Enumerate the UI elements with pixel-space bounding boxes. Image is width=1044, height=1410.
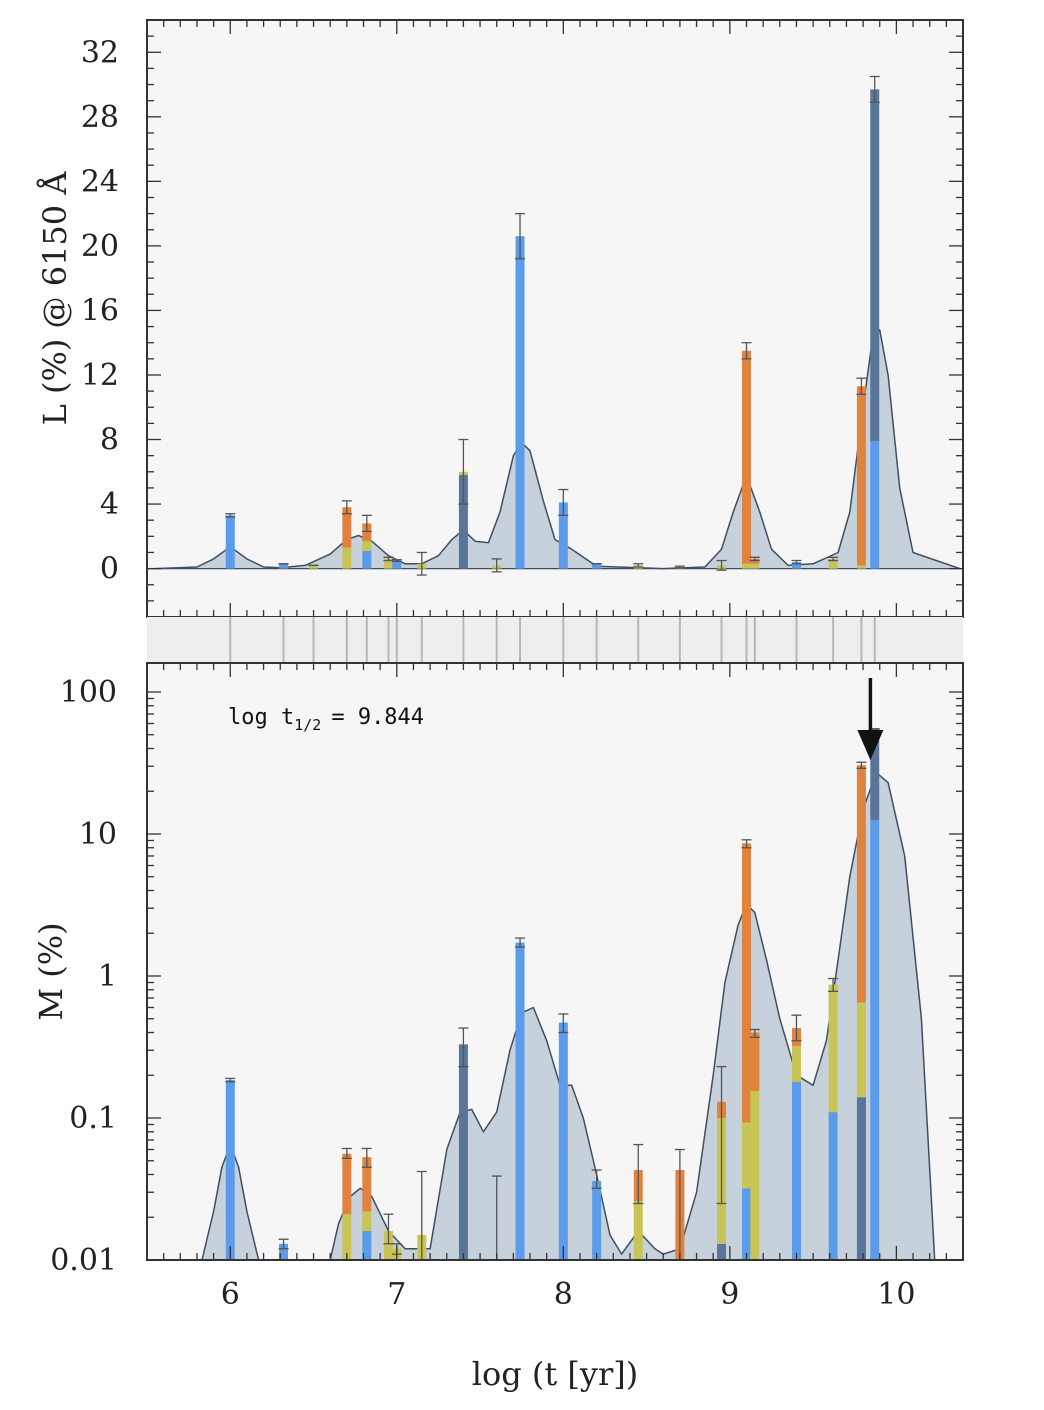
bottom-panel-frame — [146, 662, 964, 1261]
top-y-tick-label-12: 12 — [81, 358, 119, 393]
bottom-bar-3-segment-2 — [362, 1157, 372, 1212]
top-y-tick-label-0: 0 — [100, 552, 119, 587]
bottom-bar-3-segment-1 — [362, 1211, 372, 1232]
top-bar-4-segment-2 — [362, 523, 372, 542]
top-bar-12-segment-0 — [592, 563, 602, 569]
x-tick-label-8: 8 — [554, 1277, 573, 1312]
x-tick-label-6: 6 — [221, 1277, 240, 1312]
bottom-bar-3-segment-0 — [362, 1231, 372, 1260]
top-y-axis-label: L (%) @ 6150 Å — [36, 171, 74, 426]
bottom-y-tick-label-100: 100 — [60, 675, 117, 710]
top-bar-3-segment-0 — [342, 547, 352, 569]
bottom-bar-17-segment-1 — [791, 1046, 801, 1082]
bottom-bar-2-segment-1 — [342, 1153, 352, 1215]
bottom-bar-20-segment-0 — [870, 820, 880, 1260]
bottom-bar-18-segment-1 — [828, 984, 838, 1113]
bottom-error-bars — [225, 728, 880, 1261]
bottom-panel-mass: 0.01 0.1 1 10 100 6 7 8 9 10 M (%) log t1/2 = 9.84… — [32, 662, 964, 1312]
bottom-y-tick-label-1: 1 — [98, 959, 117, 994]
bottom-bar-15-segment-2 — [742, 843, 752, 1123]
annotation-text: log t — [228, 705, 294, 730]
bottom-y-tick-label-0.1: 0.1 — [69, 1101, 117, 1136]
top-y-tick-label-24: 24 — [81, 164, 119, 199]
top-bar-21-segment-1 — [870, 89, 880, 442]
top-bar-3-segment-1 — [342, 507, 352, 548]
bottom-bar-9-segment-0 — [515, 942, 525, 1260]
bottom-bar-12-segment-0 — [633, 1201, 643, 1260]
top-bar-16-segment-0 — [742, 563, 752, 569]
bottom-bar-0-segment-0 — [225, 1080, 235, 1260]
top-bar-19-segment-0 — [828, 558, 838, 569]
bottom-bar-14-segment-0 — [717, 1243, 727, 1260]
top-y-tick-label-28: 28 — [81, 100, 119, 135]
top-bar-16-segment-1 — [742, 350, 752, 564]
bottom-bar-16-segment-1 — [750, 1032, 760, 1091]
bottom-y-axis-label: M (%) — [32, 922, 70, 1020]
bottom-bar-16-segment-0 — [750, 1090, 760, 1260]
top-bar-4-segment-0 — [362, 550, 372, 569]
top-y-tick-label-4: 4 — [100, 487, 119, 522]
top-bar-18-segment-0 — [791, 562, 801, 569]
annotation-value: = 9.844 — [331, 705, 424, 730]
top-bar-20-segment-0 — [856, 565, 866, 569]
bottom-bar-2-segment-0 — [342, 1214, 352, 1260]
top-y-tick-label-8: 8 — [100, 423, 119, 458]
bottom-bar-15-segment-1 — [742, 1122, 752, 1189]
top-bar-20-segment-1 — [856, 386, 866, 566]
bottom-bar-19-segment-1 — [856, 1002, 866, 1098]
top-y-tick-label-16: 16 — [81, 293, 119, 328]
top-bar-5-segment-0 — [383, 558, 393, 569]
top-bar-1-segment-0 — [279, 563, 289, 569]
top-bar-8-segment-0 — [458, 475, 468, 569]
top-bar-11-segment-0 — [558, 502, 568, 569]
bottom-bar-10-segment-0 — [558, 1022, 568, 1260]
top-bar-4-segment-1 — [362, 541, 372, 551]
top-bar-10-segment-0 — [515, 236, 525, 569]
top-bar-6-segment-0 — [392, 560, 402, 569]
x-tick-label-9: 9 — [720, 1277, 739, 1312]
top-envelope — [147, 329, 963, 570]
annotation-subscript: 1/2 — [294, 716, 321, 734]
bottom-bar-20-segment-1 — [870, 728, 880, 821]
bottom-y-tick-label-0.01: 0.01 — [50, 1243, 117, 1278]
bottom-bar-1-segment-0 — [279, 1243, 289, 1260]
x-tick-label-7: 7 — [387, 1277, 406, 1312]
bottom-bar-15-segment-0 — [742, 1188, 752, 1260]
top-axis-ticks: 0 4 8 12 16 20 24 28 32 — [81, 20, 963, 617]
top-y-tick-label-32: 32 — [81, 35, 119, 70]
x-axis-label: log (t [yr]) — [472, 1355, 639, 1393]
arrow-head — [857, 730, 884, 760]
bottom-axis-ticks: 0.01 0.1 1 10 100 6 7 8 9 10 — [50, 663, 963, 1312]
top-y-tick-label-20: 20 — [81, 229, 119, 264]
bottom-bar-18-segment-0 — [828, 1112, 838, 1260]
bottom-bar-17-segment-0 — [791, 1081, 801, 1260]
top-error-bars — [225, 75, 880, 576]
top-panel-background — [147, 20, 963, 617]
top-panel-luminosity: 0 4 8 12 16 20 24 28 32 L (%) @ 6150 Å — [36, 19, 964, 618]
bottom-bar-19-segment-2 — [856, 765, 866, 1003]
top-bar-17-segment-0 — [750, 563, 760, 569]
bottom-bar-7-segment-0 — [458, 1044, 468, 1260]
top-bars — [225, 89, 880, 569]
x-tick-label-10: 10 — [877, 1277, 915, 1312]
top-bar-21-segment-0 — [870, 441, 880, 569]
bottom-bar-11-segment-0 — [592, 1181, 602, 1260]
bottom-bar-19-segment-0 — [856, 1097, 866, 1260]
top-bar-0-segment-0 — [225, 515, 235, 569]
age-separator-strip — [147, 617, 963, 663]
top-bar-17-segment-1 — [750, 558, 760, 564]
half-age-annotation: log t1/2 = 9.844 — [228, 705, 424, 734]
separator-background — [147, 617, 963, 663]
bottom-y-tick-label-10: 10 — [79, 817, 117, 852]
bottom-bar-4-segment-0 — [383, 1231, 393, 1260]
half-age-arrow-icon — [857, 678, 884, 760]
top-envelope-line — [155, 329, 960, 570]
top-bar-2-segment-0 — [309, 565, 319, 569]
separator-age-lines — [229, 617, 876, 663]
